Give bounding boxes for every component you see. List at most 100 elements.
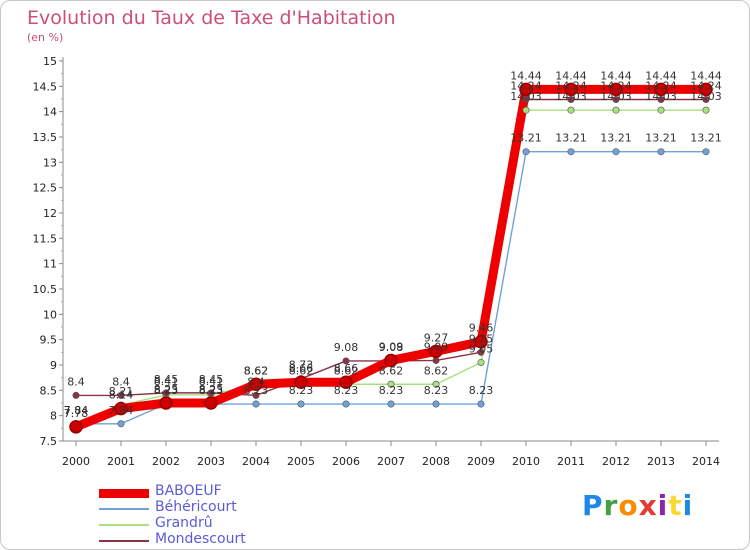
data-label: 8.62 bbox=[379, 364, 404, 377]
x-tick-label: 2000 bbox=[62, 455, 90, 468]
data-point bbox=[72, 391, 80, 399]
legend-swatch bbox=[99, 489, 149, 498]
data-label: 8.25 bbox=[154, 383, 179, 396]
data-label: 14.03 bbox=[690, 90, 722, 103]
data-point bbox=[702, 96, 710, 104]
data-point bbox=[297, 400, 305, 408]
logo-letter: P bbox=[582, 489, 604, 522]
y-tick-label: 10 bbox=[43, 308, 57, 321]
data-label: 9.46 bbox=[469, 322, 494, 335]
data-label: 9.09 bbox=[379, 340, 404, 353]
series-points bbox=[69, 82, 713, 434]
y-tick-label: 9 bbox=[50, 359, 57, 372]
data-label: 8.41 bbox=[154, 375, 179, 388]
data-point bbox=[69, 420, 83, 434]
data-label: 8.62 bbox=[289, 364, 314, 377]
data-point bbox=[657, 106, 665, 114]
data-label: 9.08 bbox=[334, 341, 359, 354]
logo-letter: t bbox=[668, 489, 683, 522]
data-label: 13.21 bbox=[555, 132, 587, 145]
x-tick-label: 2004 bbox=[242, 455, 270, 468]
legend-label: Mondescourt bbox=[155, 531, 246, 547]
data-label: 8.73 bbox=[289, 359, 314, 372]
data-label: 8.4 bbox=[67, 375, 85, 388]
data-label: 7.78 bbox=[64, 407, 89, 420]
data-label: 8.4 bbox=[247, 375, 265, 388]
legend-label: BABOEUF bbox=[155, 483, 222, 499]
data-point bbox=[162, 389, 170, 397]
data-label: 8.45 bbox=[199, 373, 224, 386]
data-label: 14.03 bbox=[510, 90, 542, 103]
data-label: 7.84 bbox=[64, 404, 89, 417]
legend-swatch bbox=[99, 524, 149, 526]
data-label: 8.23 bbox=[154, 384, 179, 397]
data-label: 8.23 bbox=[379, 384, 404, 397]
data-label: 8.4 bbox=[112, 375, 130, 388]
data-label: 14.44 bbox=[600, 69, 632, 82]
data-label: 9.05 bbox=[469, 342, 494, 355]
data-label: 8.21 bbox=[109, 385, 134, 398]
data-label: 8.41 bbox=[199, 375, 224, 388]
x-tick-label: 2010 bbox=[512, 455, 540, 468]
data-label: 9.09 bbox=[424, 340, 449, 353]
y-tick-label: 7.5 bbox=[40, 435, 58, 448]
x-tick-label: 2003 bbox=[197, 455, 225, 468]
data-point bbox=[204, 396, 218, 410]
legend-swatch bbox=[99, 508, 149, 510]
data-label: 8.14 bbox=[109, 389, 134, 402]
logo-letter: i bbox=[657, 489, 669, 522]
data-label: 8.62 bbox=[244, 364, 269, 377]
chart-axes: 7.5 8 8.5 9 9.5 10 10.5 11 11.5 12 12.5 13 13.5 14 14.… bbox=[33, 55, 721, 468]
data-point bbox=[612, 148, 620, 156]
data-label: 14.44 bbox=[555, 69, 587, 82]
x-tick-label: 2012 bbox=[602, 455, 630, 468]
data-point bbox=[432, 400, 440, 408]
data-label: 8.62 bbox=[334, 364, 359, 377]
data-point bbox=[429, 344, 443, 359]
data-label: 9.25 bbox=[469, 332, 494, 345]
legend-swatch bbox=[99, 540, 149, 542]
data-point bbox=[159, 396, 173, 410]
data-point bbox=[117, 420, 125, 428]
data-point bbox=[567, 106, 575, 114]
logo-letter: i bbox=[682, 489, 694, 522]
data-label: 8.45 bbox=[154, 373, 179, 386]
data-point bbox=[432, 380, 440, 388]
data-point bbox=[702, 106, 710, 114]
x-tick-label: 2013 bbox=[647, 455, 675, 468]
x-tick-label: 2008 bbox=[422, 455, 450, 468]
data-label: 8.25 bbox=[199, 383, 224, 396]
y-tick-label: 14.5 bbox=[33, 80, 58, 93]
data-label: 14.24 bbox=[690, 80, 722, 93]
data-point bbox=[657, 96, 665, 104]
data-point bbox=[387, 400, 395, 408]
data-point bbox=[252, 391, 260, 399]
data-label: 14.44 bbox=[510, 69, 542, 82]
y-tick-label: 15 bbox=[43, 55, 57, 68]
y-tick-label: 12 bbox=[43, 207, 57, 220]
y-tick-label: 8.5 bbox=[40, 384, 58, 397]
y-tick-label: 10.5 bbox=[33, 283, 58, 296]
data-point bbox=[567, 148, 575, 156]
data-label: 9.08 bbox=[379, 341, 404, 354]
y-tick-label: 14 bbox=[43, 106, 57, 119]
data-label: 8.23 bbox=[244, 384, 269, 397]
y-tick-label: 11.5 bbox=[33, 232, 58, 245]
data-point bbox=[699, 82, 713, 97]
chart-title: Evolution du Taux de Taxe d'Habitation bbox=[27, 7, 396, 29]
data-point bbox=[342, 400, 350, 408]
x-tick-label: 2007 bbox=[377, 455, 405, 468]
data-point bbox=[474, 334, 488, 349]
data-labels: 7.788.14 8.25 8.258.62 8.66 8.669.099.279.46… bbox=[64, 69, 722, 419]
data-label: 13.21 bbox=[600, 132, 632, 145]
data-label: 9.27 bbox=[424, 331, 449, 344]
data-point bbox=[522, 106, 530, 114]
data-label: 14.03 bbox=[600, 90, 632, 103]
data-label: 8.23 bbox=[199, 384, 224, 397]
data-label: 13.21 bbox=[645, 132, 677, 145]
chart-subtitle: (en %) bbox=[27, 31, 64, 44]
data-point bbox=[477, 358, 485, 366]
data-label: 14.03 bbox=[555, 90, 587, 103]
data-label: 8.66 bbox=[334, 362, 359, 375]
